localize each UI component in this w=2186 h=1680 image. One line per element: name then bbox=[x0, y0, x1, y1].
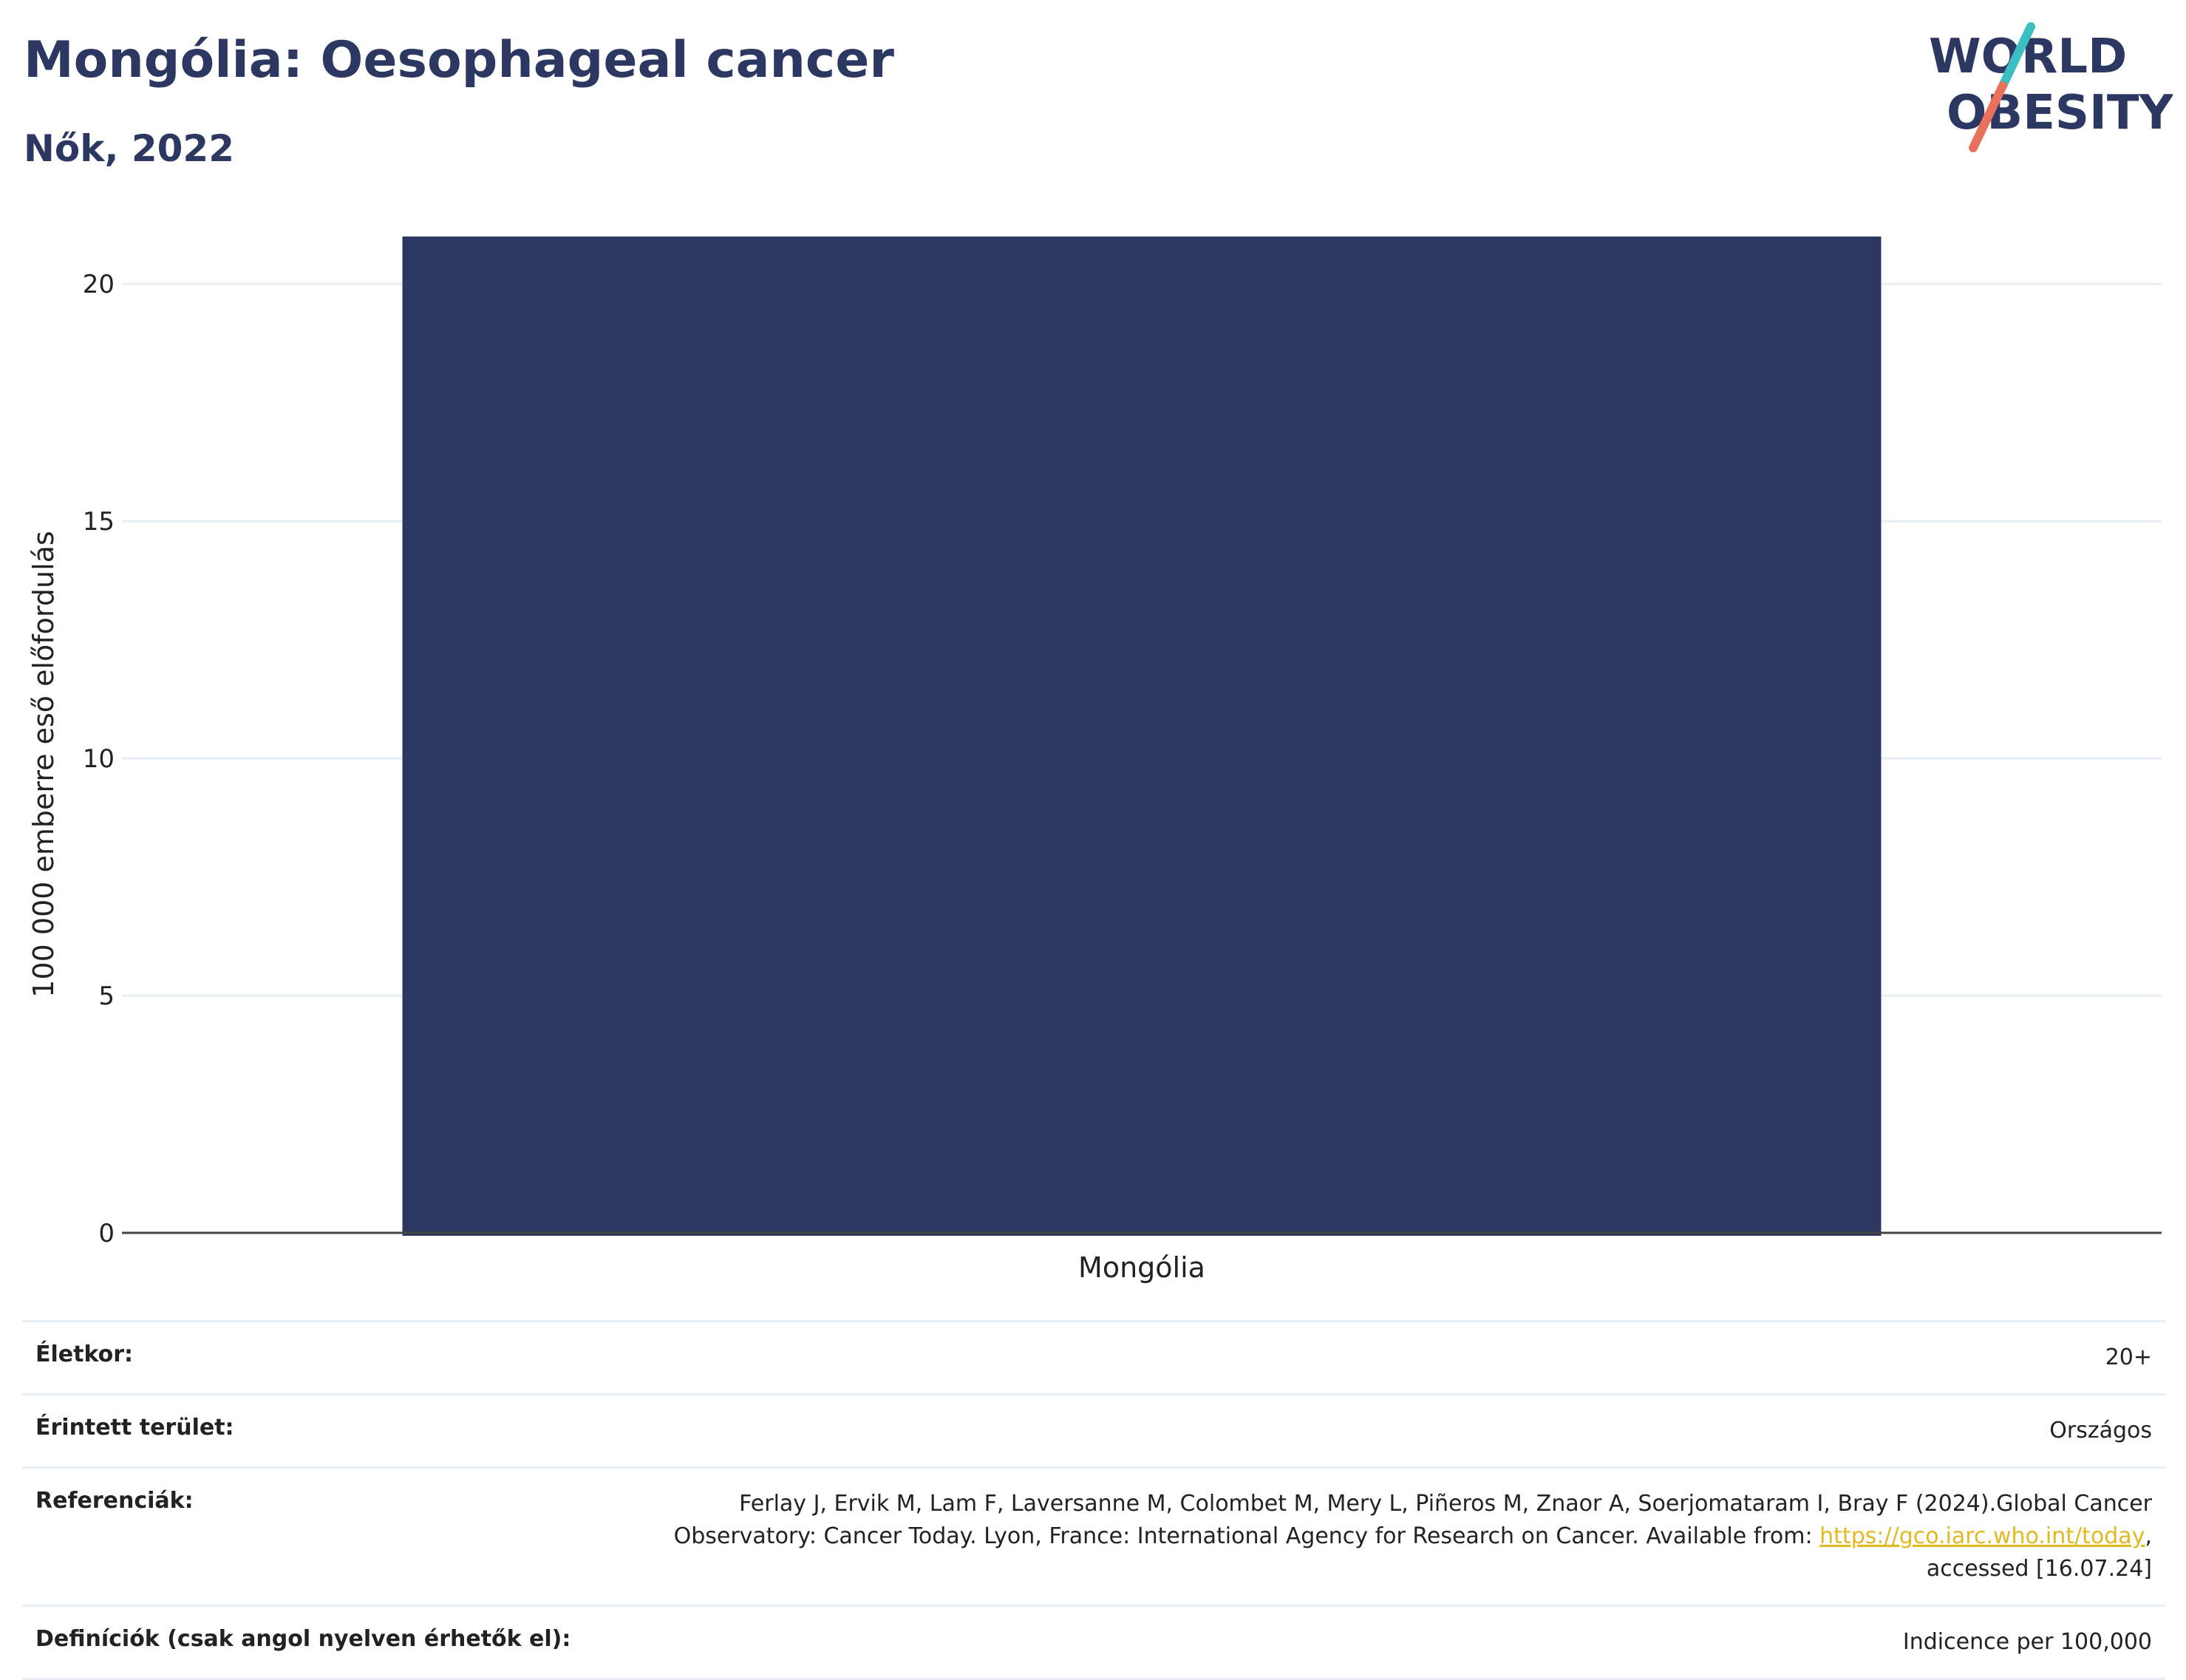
meta-value: Ferlay J, Ervik M, Lam F, Laversanne M, … bbox=[584, 1468, 2165, 1606]
meta-label: Definíciók (csak angol nyelven érhetők e… bbox=[35, 1626, 571, 1652]
chart-subtitle: Nők, 2022 bbox=[24, 127, 235, 170]
meta-row-definitions: Definíciók (csak angol nyelven érhetők e… bbox=[22, 1605, 2165, 1679]
meta-label: Életkor: bbox=[35, 1341, 134, 1367]
reference-link[interactable]: https://gco.iarc.who.int/today bbox=[1819, 1523, 2145, 1549]
bar-chart: 0 5 10 15 20 Mongólia 100 000 emberre eső el… bbox=[27, 237, 2162, 1284]
logo-slash-bottom bbox=[1969, 81, 2007, 152]
bar bbox=[402, 237, 1882, 1236]
world-obesity-logo: WORLD OBESITY bbox=[1929, 22, 2173, 152]
reference-text-end: , accessed [16.07.24] bbox=[1926, 1523, 2152, 1582]
meta-label: Referenciák: bbox=[35, 1488, 194, 1514]
y-tick-label: 0 bbox=[98, 1219, 115, 1248]
meta-value: Indicence per 100,000 bbox=[1902, 1629, 2152, 1655]
y-tick-label: 10 bbox=[83, 744, 115, 774]
metadata-table: Életkor: 20+ Érintett terület: Országos … bbox=[22, 1320, 2165, 1680]
y-tick-labels: 0 5 10 15 20 bbox=[83, 270, 115, 1248]
meta-value: Országos bbox=[2049, 1418, 2152, 1443]
meta-row-area: Érintett terület: Országos bbox=[22, 1394, 2165, 1468]
x-tick-label: Mongólia bbox=[1078, 1251, 1205, 1284]
chart-title: Mongólia: Oesophageal cancer bbox=[24, 31, 894, 89]
x-tick-labels: Mongólia bbox=[1078, 1251, 1205, 1284]
y-tick-label: 15 bbox=[83, 507, 115, 537]
meta-label: Érintett terület: bbox=[35, 1415, 234, 1441]
logo-slash-top bbox=[1998, 22, 2035, 90]
y-tick-label: 5 bbox=[98, 982, 115, 1011]
meta-row-age: Életkor: 20+ bbox=[22, 1321, 2165, 1395]
reference-text: Ferlay J, Ervik M, Lam F, Laversanne M, … bbox=[673, 1491, 2152, 1549]
meta-row-references: Referenciák: Ferlay J, Ervik M, Lam F, L… bbox=[22, 1467, 2165, 1606]
bars bbox=[402, 237, 1882, 1236]
meta-value: 20+ bbox=[2105, 1344, 2152, 1370]
y-axis-title: 100 000 emberre eső előfordulás bbox=[27, 531, 60, 997]
y-tick-label: 20 bbox=[83, 270, 115, 299]
